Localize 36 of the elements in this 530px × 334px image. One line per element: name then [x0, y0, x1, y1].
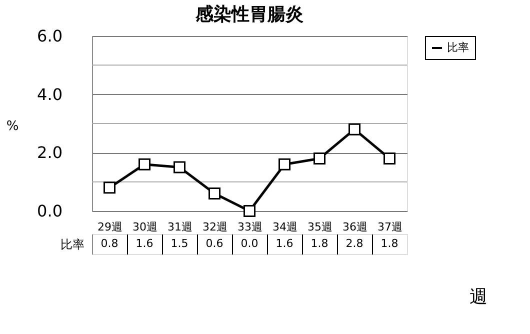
data-label: 2.8 — [346, 237, 364, 250]
x-tick-label: 36週 — [342, 220, 368, 234]
point — [278, 158, 290, 170]
data-label: 1.8 — [380, 237, 398, 250]
data-label: 1.5 — [170, 237, 188, 250]
point — [314, 152, 326, 164]
y-tick-label: 0.0 — [37, 202, 62, 220]
point — [104, 182, 116, 194]
x-tick-label: 29週 — [98, 220, 122, 234]
x-tick-label: 37週 — [378, 220, 402, 234]
y-axis-title: % — [6, 118, 19, 134]
data-label: 0.6 — [206, 237, 224, 250]
chart-title: 感染性胃腸炎 — [194, 4, 304, 25]
y-tick-label: 4.0 — [37, 84, 62, 104]
x-axis-title: 週 — [470, 286, 488, 308]
x-tick-label: 35週 — [308, 220, 332, 234]
x-tick-label: 30週 — [132, 220, 158, 234]
x-tick-label: 31週 — [168, 220, 192, 234]
point — [138, 158, 150, 170]
point — [208, 188, 220, 200]
legend-label: 比率 — [447, 41, 469, 54]
data-label: 0.8 — [100, 237, 118, 250]
text: 比率 — [60, 238, 84, 252]
point — [348, 123, 360, 136]
data-label: 1.6 — [276, 237, 294, 250]
data-label: 0.0 — [240, 237, 258, 250]
x-tick-label: 33週 — [238, 220, 262, 234]
y-tick-label: 6.0 — [37, 26, 62, 46]
point — [174, 161, 186, 174]
point — [244, 205, 256, 217]
point — [384, 152, 396, 164]
x-tick-label: 34週 — [272, 220, 298, 234]
y-tick-label: 2.0 — [37, 143, 62, 162]
data-label: 1.8 — [310, 237, 328, 250]
data-label: 1.6 — [136, 237, 154, 250]
x-tick-label: 32週 — [202, 220, 228, 234]
